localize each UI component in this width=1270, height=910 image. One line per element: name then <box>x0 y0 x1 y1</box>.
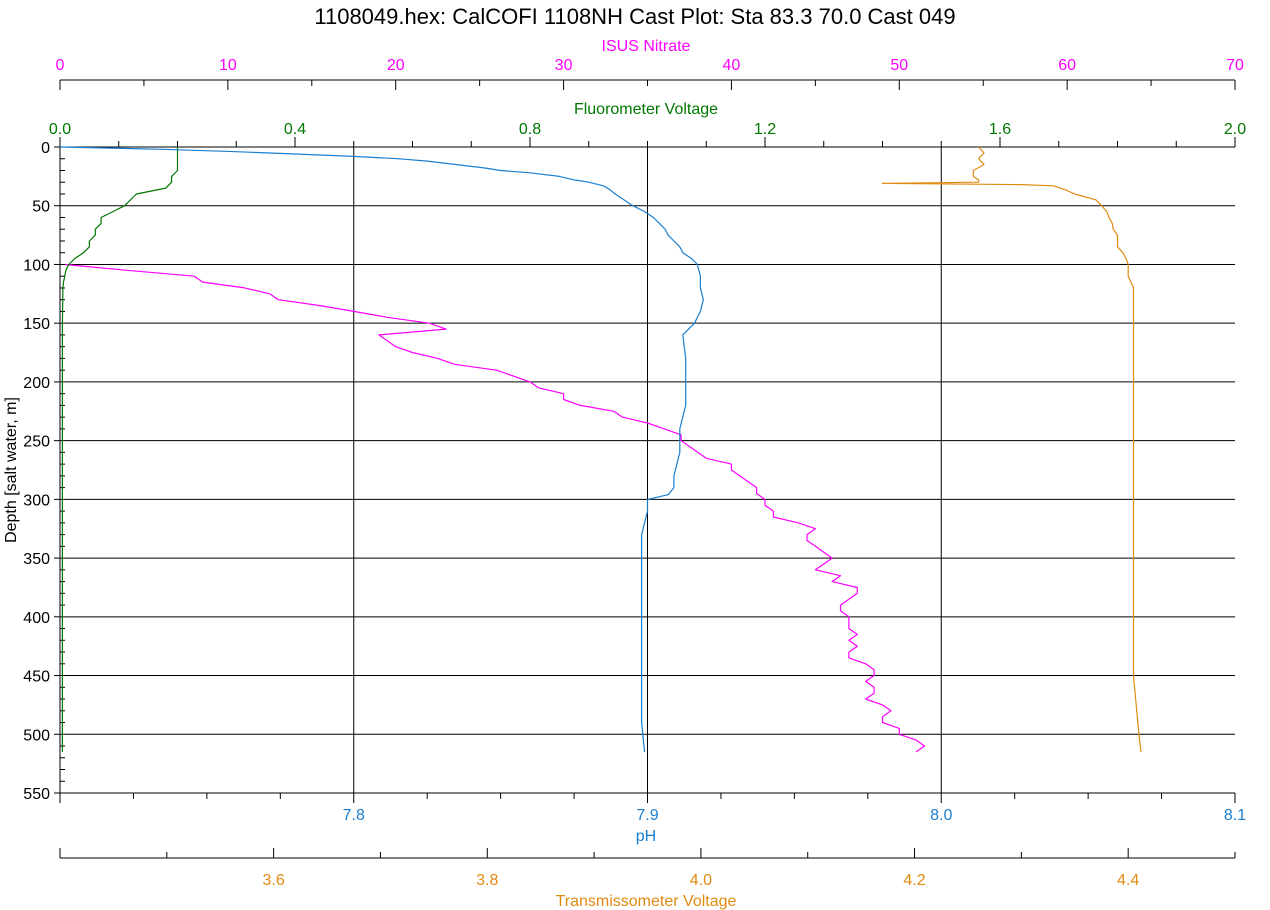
transmissometer-voltage-series-line <box>881 146 1142 752</box>
transmissometer-tick-label: 4.2 <box>903 872 925 889</box>
transmissometer-tick-label: 3.6 <box>263 872 285 889</box>
nitrate-tick-label: 30 <box>555 57 573 74</box>
depth-axis-label: Depth [salt water, m] <box>3 397 20 543</box>
ph-axis-label: pH <box>636 828 656 845</box>
depth-tick-label: 0 <box>41 140 50 157</box>
ph-tick-label: 7.9 <box>636 807 658 824</box>
nitrate-tick-label: 40 <box>723 57 741 74</box>
nitrate-tick-label: 50 <box>890 57 908 74</box>
fluorometer-axis-label: Fluorometer Voltage <box>574 101 718 118</box>
depth-tick-label: 250 <box>23 434 50 451</box>
depth-tick-label: 500 <box>23 727 50 744</box>
ph-tick-label: 8.1 <box>1224 807 1246 824</box>
transmissometer-axis-label: Transmissometer Voltage <box>556 893 737 910</box>
ph-tick-label: 7.8 <box>343 807 365 824</box>
depth-tick-label: 400 <box>23 610 50 627</box>
chart-title: 1108049.hex: CalCOFI 1108NH Cast Plot: S… <box>314 4 955 29</box>
nitrate-tick-label: 0 <box>56 57 65 74</box>
nitrate-tick-label: 70 <box>1226 57 1244 74</box>
ph-series-line <box>59 146 704 752</box>
fluorometer-tick-label: 1.6 <box>989 121 1011 138</box>
fluorometer-tick-label: 2.0 <box>1224 121 1246 138</box>
series-layer <box>59 146 1142 753</box>
fluorometer-tick-label: 0.0 <box>49 121 71 138</box>
transmissometer-tick-label: 4.0 <box>690 872 712 889</box>
depth-tick-label: 300 <box>23 492 50 509</box>
nitrate-axis-label: ISUS Nitrate <box>602 38 691 55</box>
nitrate-tick-label: 60 <box>1058 57 1076 74</box>
fluorometer-tick-label: 0.4 <box>284 121 306 138</box>
axes-layer: 0 50 100 150 200 250 300 350 400 450 500 550 0 10 20 30… <box>23 57 1246 889</box>
transmissometer-tick-label: 3.8 <box>476 872 498 889</box>
depth-tick-label: 350 <box>23 551 50 568</box>
nitrate-tick-label: 20 <box>387 57 405 74</box>
depth-tick-label: 50 <box>32 199 50 216</box>
transmissometer-tick-label: 4.4 <box>1117 872 1139 889</box>
fluorometer-tick-label: 0.8 <box>519 121 541 138</box>
grid-layer <box>60 147 1235 793</box>
fluorometer-tick-label: 1.2 <box>754 121 776 138</box>
fluorometer-voltage-series-line <box>61 147 179 752</box>
ph-tick-label: 8.0 <box>930 807 952 824</box>
isus-nitrate-series-line <box>64 263 926 753</box>
depth-tick-label: 150 <box>23 316 50 333</box>
depth-tick-label: 100 <box>23 257 50 274</box>
depth-tick-label: 550 <box>23 786 50 803</box>
depth-tick-label: 450 <box>23 669 50 686</box>
nitrate-tick-label: 10 <box>219 57 237 74</box>
depth-tick-label: 200 <box>23 375 50 392</box>
